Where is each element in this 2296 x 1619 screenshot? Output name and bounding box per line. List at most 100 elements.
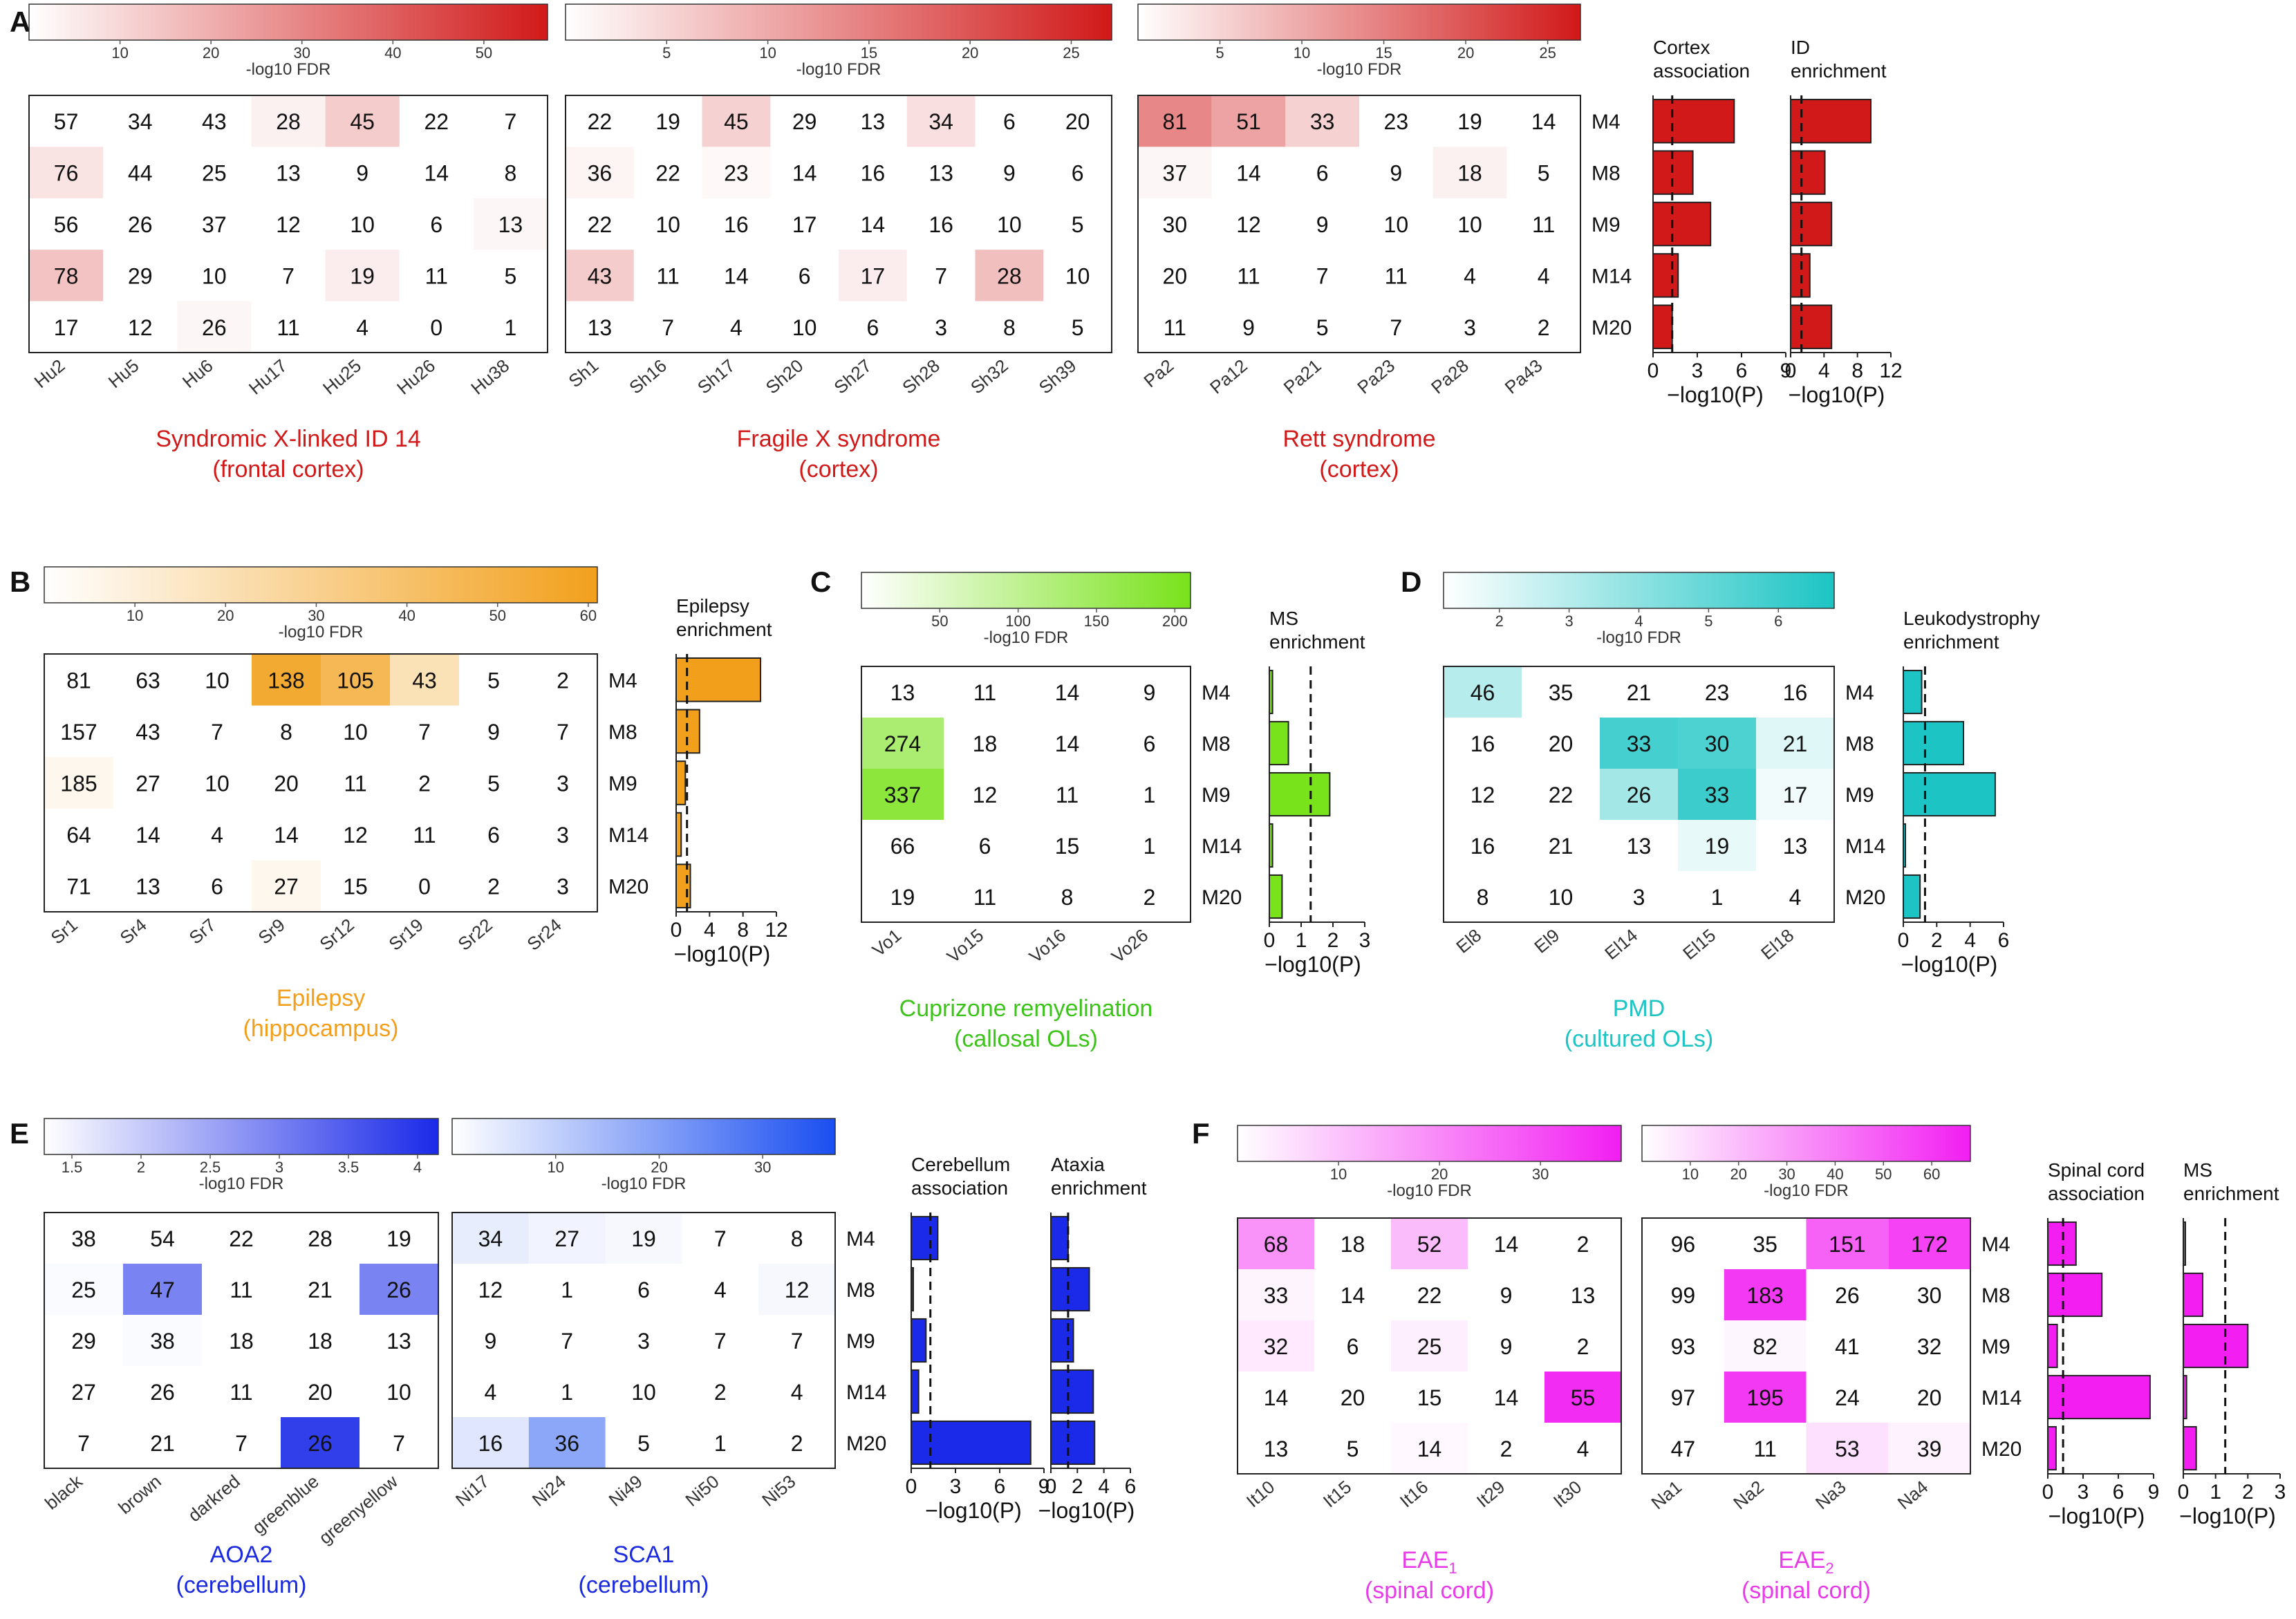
colorbar-tick-label: 5 bbox=[1704, 612, 1712, 630]
bar bbox=[1790, 304, 1833, 350]
colorbar-tick-label: 40 bbox=[398, 607, 415, 624]
heatmap-cell-value: 0 bbox=[418, 874, 431, 899]
heatmap-column-label: Pa28 bbox=[1427, 355, 1473, 398]
heatmap-cell-value: 8 bbox=[1003, 315, 1016, 340]
heatmap-cell-value: 13 bbox=[498, 212, 523, 237]
heatmap-cell-value: 66 bbox=[890, 834, 915, 859]
colorbar-tick-label: 5 bbox=[662, 44, 671, 62]
heatmap-cell bbox=[1756, 718, 1834, 769]
bar bbox=[1652, 253, 1679, 298]
heatmap-cell-value: 15 bbox=[1055, 834, 1080, 859]
bar bbox=[675, 812, 682, 857]
heatmap-cell-value: 54 bbox=[150, 1226, 175, 1251]
heatmap-cell-value: 10 bbox=[1549, 885, 1574, 910]
heatmap-cell-value: 5 bbox=[1347, 1436, 1359, 1461]
heatmap-cell bbox=[44, 1264, 123, 1315]
heatmap-cell-value: 25 bbox=[71, 1278, 96, 1302]
heatmap-column-label: Vo16 bbox=[1025, 925, 1070, 967]
heatmap-cell-value: 10 bbox=[202, 263, 227, 288]
heatmap-cell-value: 33 bbox=[1264, 1283, 1289, 1308]
heatmap-cell-value: 32 bbox=[1264, 1334, 1289, 1359]
heatmap-cell-value: 183 bbox=[1746, 1283, 1783, 1308]
heatmap-cell bbox=[1724, 1372, 1807, 1423]
heatmap-column-label: Hu6 bbox=[178, 355, 217, 393]
heatmap-cell-value: 7 bbox=[393, 1431, 405, 1456]
heatmap-cell-value: 24 bbox=[1835, 1385, 1860, 1410]
heatmap-cell bbox=[566, 250, 634, 301]
heatmap-cell-value: 11 bbox=[230, 1380, 252, 1405]
colorbar-tick-label: 3 bbox=[275, 1159, 283, 1176]
colorbar-tick-label: 30 bbox=[308, 607, 324, 624]
module-label: M4 bbox=[1845, 682, 1874, 704]
colorbar-tick-label: 50 bbox=[489, 607, 505, 624]
colorbar-tick-label: 2 bbox=[1495, 612, 1504, 630]
heatmap-cell-value: 55 bbox=[1571, 1385, 1596, 1410]
heatmap-frame bbox=[1443, 666, 1835, 923]
heatmap-cell-value: 18 bbox=[308, 1329, 333, 1354]
heatmap-cell-value: 17 bbox=[54, 315, 79, 340]
heatmap-cell-value: 28 bbox=[276, 109, 301, 134]
heatmap-cell-value: 4 bbox=[211, 823, 223, 848]
heatmap-cell-value: 45 bbox=[724, 109, 749, 134]
heatmap-cell-value: 195 bbox=[1746, 1385, 1783, 1410]
heatmap-cell-value: 51 bbox=[1236, 109, 1261, 134]
panel-letter: A bbox=[10, 6, 30, 38]
heatmap-cell-value: 46 bbox=[1471, 680, 1495, 705]
heatmap-cell bbox=[861, 718, 944, 769]
heatmap-column-label: El8 bbox=[1452, 925, 1485, 957]
colorbar bbox=[1641, 1125, 1971, 1162]
colorbar-tick-label: 15 bbox=[861, 44, 877, 62]
heatmap-column-label: It15 bbox=[1319, 1477, 1356, 1512]
heatmap-column-label: greenyellow bbox=[315, 1470, 402, 1548]
colorbar-tick-label: 10 bbox=[759, 44, 776, 62]
heatmap-cell-value: 33 bbox=[1705, 783, 1730, 807]
heatmap-cell-value: 5 bbox=[637, 1431, 650, 1456]
colorbar-tick-label: 4 bbox=[413, 1159, 422, 1176]
heatmap-cell-value: 11 bbox=[973, 680, 996, 705]
heatmap-cell-value: 105 bbox=[337, 668, 373, 693]
heatmap-cell bbox=[1391, 1218, 1468, 1269]
heatmap-cell bbox=[1678, 820, 1756, 871]
heatmap-cell-value: 14 bbox=[1341, 1283, 1365, 1308]
heatmap-cell-value: 64 bbox=[66, 823, 91, 848]
heatmap-cell bbox=[252, 860, 321, 912]
bar bbox=[2183, 1221, 2186, 1266]
disease-title-text: EAE bbox=[1401, 1547, 1448, 1573]
heatmap-column-label: Hu2 bbox=[30, 355, 69, 393]
heatmap-cell-value: 14 bbox=[861, 212, 886, 237]
panel-letter: C bbox=[810, 565, 831, 598]
bar bbox=[1269, 823, 1273, 868]
colorbar-tick-label: 6 bbox=[1774, 612, 1782, 630]
heatmap-column-label: Ni49 bbox=[605, 1471, 646, 1510]
heatmap-cell-value: 6 bbox=[1144, 731, 1156, 756]
disease-title: EAE1 bbox=[1401, 1547, 1457, 1577]
heatmap-cell-value: 47 bbox=[150, 1278, 175, 1302]
heatmap-cell-value: 25 bbox=[202, 161, 227, 186]
heatmap-cell-value: 27 bbox=[71, 1380, 96, 1405]
heatmap-cell-value: 21 bbox=[150, 1431, 175, 1456]
colorbar-tick-label: 60 bbox=[1923, 1166, 1940, 1183]
heatmap-cell-value: 57 bbox=[54, 109, 79, 134]
bar-xlabel: −log10(P) bbox=[674, 942, 771, 966]
colorbar-label: -log10 FDR bbox=[796, 60, 881, 79]
bar-tick-label: 3 bbox=[2275, 1481, 2286, 1504]
heatmap-cell-value: 6 bbox=[487, 823, 500, 848]
heatmap-column-label: brown bbox=[114, 1471, 165, 1519]
heatmap-cell bbox=[29, 147, 104, 198]
heatmap-cell-value: 13 bbox=[890, 680, 915, 705]
bar-tick-label: 2 bbox=[1327, 929, 1339, 952]
heatmap-cell bbox=[861, 769, 944, 820]
bar-tick-label: 0 bbox=[2042, 1481, 2054, 1504]
heatmap-cell-value: 274 bbox=[884, 731, 921, 756]
heatmap-cell-value: 20 bbox=[1163, 263, 1188, 288]
bar-tick-label: 4 bbox=[1098, 1475, 1110, 1498]
heatmap-cell-value: 29 bbox=[792, 109, 817, 134]
heatmap-cell bbox=[1238, 1218, 1314, 1269]
bar bbox=[911, 1420, 1032, 1466]
heatmap-column-label: Pa2 bbox=[1139, 355, 1177, 392]
bar-tick-label: 2 bbox=[1931, 929, 1943, 952]
module-label: M9 bbox=[1592, 214, 1621, 236]
bar-tick-label: 6 bbox=[994, 1475, 1006, 1498]
heatmap-cell-value: 43 bbox=[136, 720, 160, 745]
